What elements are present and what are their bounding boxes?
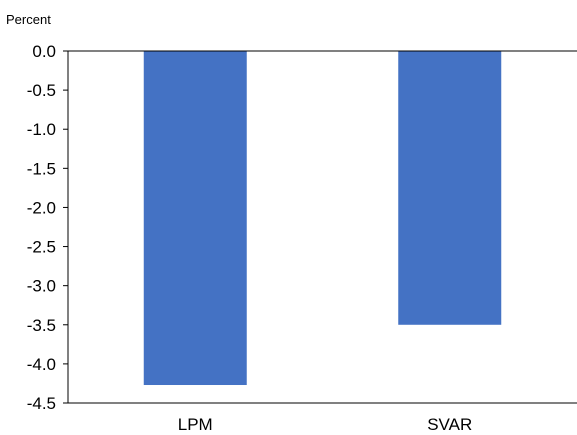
y-tick-label: -0.5	[27, 81, 56, 100]
x-axis: LPM SVAR	[178, 415, 473, 434]
y-tick-label: -3.5	[27, 316, 56, 335]
y-tick-label: -1.5	[27, 159, 56, 178]
x-tick-label-lpm: LPM	[178, 415, 213, 434]
y-tick-label: -4.0	[27, 355, 56, 374]
y-tick-label: -2.5	[27, 238, 56, 257]
y-axis: 0.0 -0.5 -1.0 -1.5 -2.0 -2.5 -3.0 -3.5 -4.0 -4.5	[27, 42, 68, 413]
x-tick-label-svar: SVAR	[427, 415, 472, 434]
bar-svar	[398, 51, 502, 325]
y-axis-label: Percent	[6, 12, 51, 27]
y-tick-label: -4.5	[27, 394, 56, 413]
y-tick-label: -1.0	[27, 120, 56, 139]
bar-lpm	[143, 51, 247, 386]
y-tick-label: -3.0	[27, 277, 56, 296]
bars	[143, 51, 502, 386]
y-tick-label: 0.0	[32, 42, 56, 61]
y-tick-label: -2.0	[27, 198, 56, 217]
